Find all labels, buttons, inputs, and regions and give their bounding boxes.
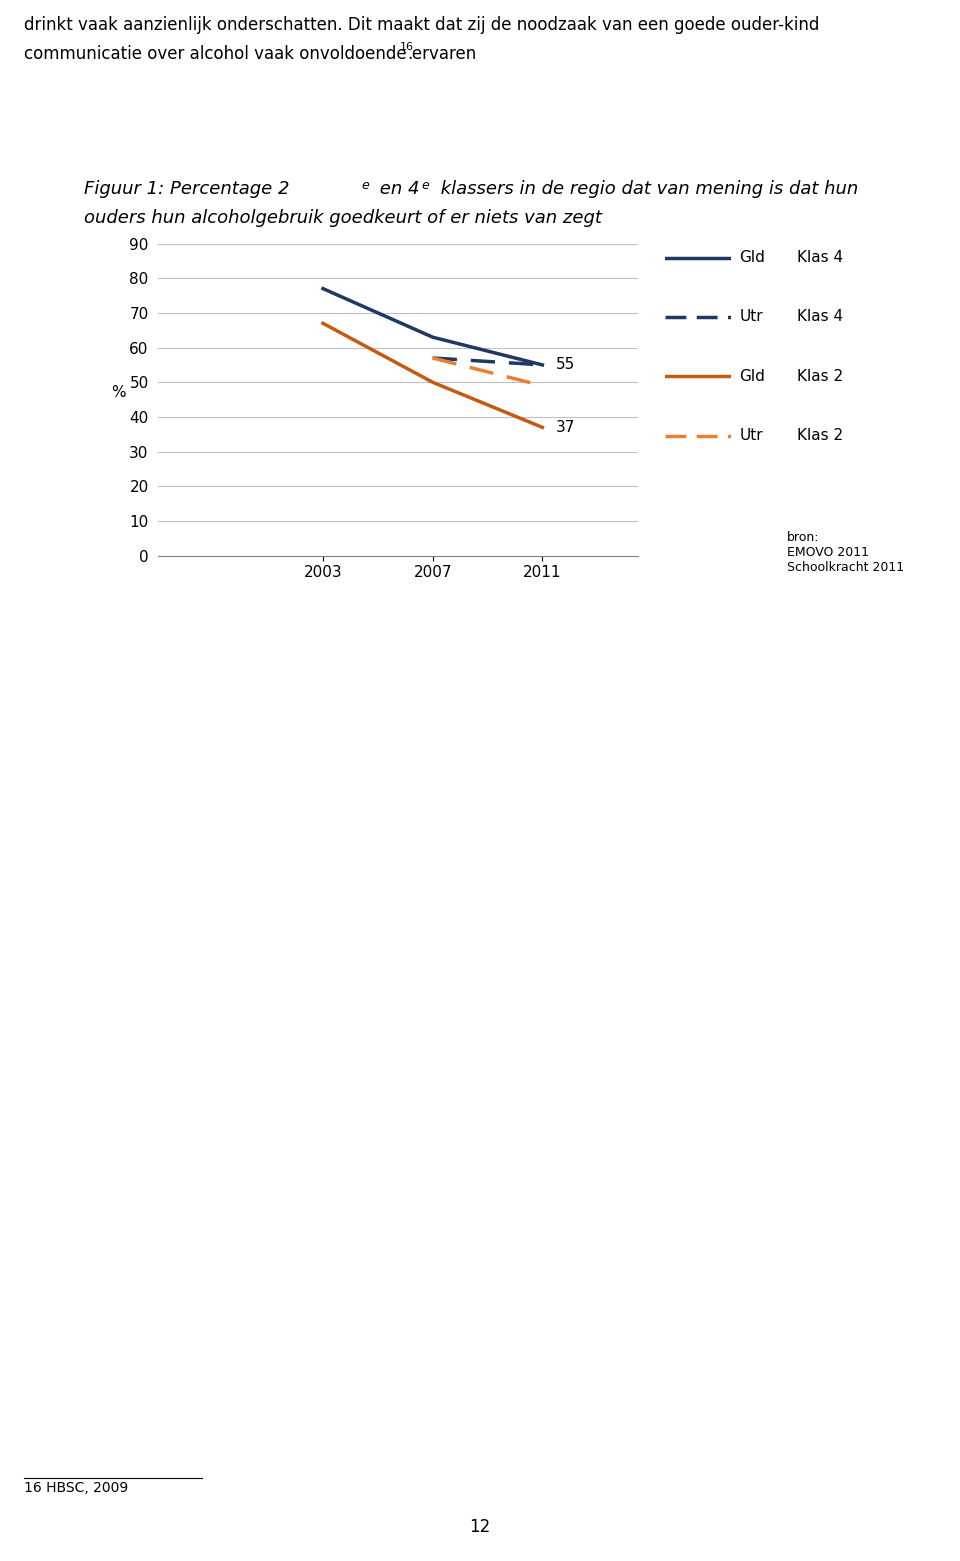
Text: bron:
EMOVO 2011
Schoolkracht 2011: bron: EMOVO 2011 Schoolkracht 2011 bbox=[787, 531, 904, 574]
Text: Figuur 1: Percentage 2: Figuur 1: Percentage 2 bbox=[84, 180, 290, 198]
Text: .: . bbox=[407, 45, 412, 64]
Text: Utr: Utr bbox=[739, 309, 763, 325]
Text: 55: 55 bbox=[556, 357, 575, 373]
Text: Klas 2: Klas 2 bbox=[797, 428, 843, 443]
Text: Klas 2: Klas 2 bbox=[797, 368, 843, 384]
Text: Utr: Utr bbox=[739, 428, 763, 443]
Text: 37: 37 bbox=[556, 420, 575, 436]
Text: klassers in de regio dat van mening is dat hun: klassers in de regio dat van mening is d… bbox=[435, 180, 858, 198]
Y-axis label: %: % bbox=[110, 384, 126, 400]
Text: communicatie over alcohol vaak onvoldoende ervaren: communicatie over alcohol vaak onvoldoen… bbox=[24, 45, 476, 64]
Text: 16 HBSC, 2009: 16 HBSC, 2009 bbox=[24, 1481, 129, 1495]
Text: Gld: Gld bbox=[739, 250, 765, 265]
Text: en 4: en 4 bbox=[374, 180, 420, 198]
Text: Klas 4: Klas 4 bbox=[797, 309, 843, 325]
Text: Klas 4: Klas 4 bbox=[797, 250, 843, 265]
Text: e: e bbox=[421, 180, 429, 192]
Text: drinkt vaak aanzienlijk onderschatten. Dit maakt dat zij de noodzaak van een goe: drinkt vaak aanzienlijk onderschatten. D… bbox=[24, 16, 820, 34]
Text: 12: 12 bbox=[469, 1517, 491, 1536]
Text: Gld: Gld bbox=[739, 368, 765, 384]
Text: 16: 16 bbox=[399, 42, 414, 52]
Text: ouders hun alcoholgebruik goedkeurt of er niets van zegt: ouders hun alcoholgebruik goedkeurt of e… bbox=[84, 209, 602, 228]
Text: e: e bbox=[361, 180, 369, 192]
